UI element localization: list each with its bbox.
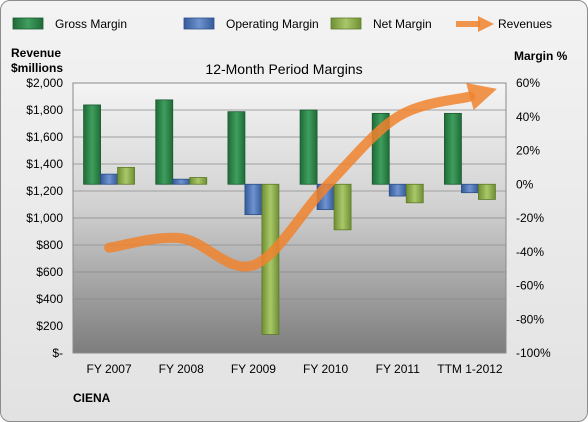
chart-title: 12-Month Period Margins	[205, 61, 362, 77]
y-right-tick-label: 20%	[516, 144, 540, 158]
net-margin-bar	[117, 166, 135, 185]
y-left-tick-label: $1,000	[26, 211, 63, 225]
operating-margin-bar	[388, 183, 407, 197]
revenues-arrowhead	[466, 83, 497, 110]
y-right-tick-label: 60%	[516, 76, 540, 90]
y-left-tick-label: $1,600	[26, 130, 63, 144]
y-left-tick-label: $1,200	[26, 184, 63, 198]
x-tick-label: FY 2008	[159, 362, 204, 376]
operating-margin-bar	[244, 183, 263, 216]
y-right-tick-label: 40%	[516, 110, 540, 124]
gross-margin-bar	[83, 104, 101, 185]
x-tick-label: FY 2009	[231, 362, 276, 376]
y-right-tick-label: -80%	[516, 312, 544, 326]
y-right-tick-label: -60%	[516, 279, 544, 293]
y-right-tick-label: -20%	[516, 211, 544, 225]
net-margin-bar	[333, 183, 352, 231]
y-right-tick-label: 0%	[516, 177, 534, 191]
y-left-tick-label: $200	[36, 319, 63, 333]
net-margin-bar	[478, 183, 496, 200]
y-left-title: Revenue	[11, 46, 61, 60]
net-margin-bar	[189, 177, 208, 185]
y-right-tick-label: -100%	[516, 346, 551, 360]
y-left-tick-label: $800	[36, 238, 63, 252]
legend-swatch	[12, 17, 44, 30]
operating-margin-bar	[172, 178, 191, 185]
legend-label: Operating Margin	[226, 17, 319, 31]
gross-margin-bar	[444, 112, 462, 185]
gross-margin-bar	[227, 111, 246, 185]
legend-swatch-arrow	[478, 16, 494, 32]
y-left-title-unit: $millions	[11, 61, 63, 75]
x-tick-label: FY 2007	[87, 362, 132, 376]
revenues-line	[104, 91, 475, 272]
y-left-tick-label: $400	[36, 292, 63, 306]
x-tick-label: TTM 1-2012	[437, 362, 503, 376]
y-left-tick-label: $600	[36, 265, 63, 279]
y-left-tick-label: $1,800	[26, 103, 63, 117]
y-left-tick-label: $1,400	[26, 157, 63, 171]
operating-margin-bar	[100, 173, 118, 185]
y-left-tick-label: $-	[52, 346, 63, 360]
company-label: CIENA	[73, 391, 111, 405]
x-tick-label: FY 2010	[303, 362, 348, 376]
legend-swatch	[330, 17, 362, 30]
gross-margin-bar	[155, 99, 174, 185]
operating-margin-bar	[461, 183, 479, 194]
x-tick-label: FY 2011	[376, 362, 421, 376]
legend-label: Net Margin	[373, 17, 432, 31]
y-right-title: Margin %	[514, 49, 568, 63]
legend-label: Gross Margin	[55, 17, 127, 31]
y-right-tick-label: -40%	[516, 245, 544, 259]
gross-margin-bar	[299, 109, 318, 185]
legend-swatch	[183, 17, 215, 30]
net-margin-bar	[405, 183, 424, 204]
legend-label: Revenues	[498, 17, 552, 31]
y-left-tick-label: $2,000	[26, 76, 63, 90]
